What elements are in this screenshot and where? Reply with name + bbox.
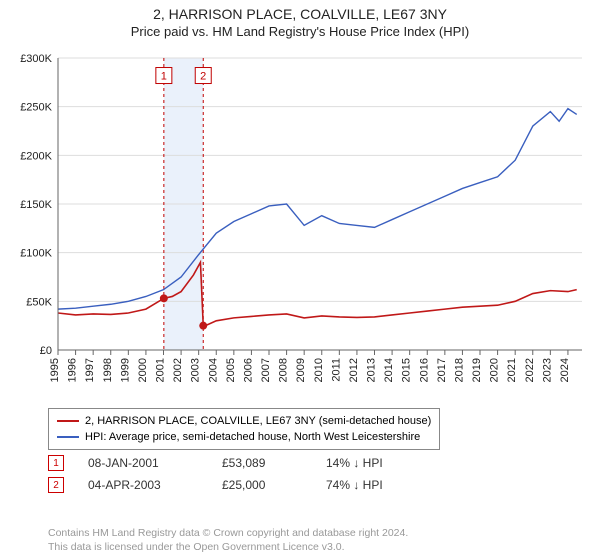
footer-attribution: Contains HM Land Registry data © Crown c… [48, 526, 408, 554]
svg-text:2: 2 [200, 71, 206, 83]
svg-text:2016: 2016 [418, 358, 430, 382]
svg-text:1995: 1995 [49, 358, 61, 382]
svg-text:2004: 2004 [207, 358, 219, 382]
svg-text:2007: 2007 [260, 358, 272, 382]
svg-text:2001: 2001 [155, 358, 167, 382]
svg-text:2000: 2000 [137, 358, 149, 382]
footer-line1: Contains HM Land Registry data © Crown c… [48, 526, 408, 540]
legend-swatch-hpi [57, 436, 79, 438]
sale-row-1: 1 08-JAN-2001 £53,089 14% ↓ HPI [48, 452, 436, 474]
svg-text:2011: 2011 [330, 358, 342, 382]
svg-text:2010: 2010 [313, 358, 325, 382]
svg-text:£250K: £250K [20, 102, 52, 114]
chart-title-block: 2, HARRISON PLACE, COALVILLE, LE67 3NY P… [0, 0, 600, 39]
sale-pct-1: 14% ↓ HPI [326, 456, 436, 470]
chart-title-line1: 2, HARRISON PLACE, COALVILLE, LE67 3NY [0, 6, 600, 22]
svg-text:2008: 2008 [278, 358, 290, 382]
svg-text:£100K: £100K [20, 248, 52, 260]
legend-label-hpi: HPI: Average price, semi-detached house,… [85, 429, 420, 445]
chart-legend: 2, HARRISON PLACE, COALVILLE, LE67 3NY (… [48, 408, 440, 450]
svg-text:1: 1 [161, 71, 167, 83]
sales-table: 1 08-JAN-2001 £53,089 14% ↓ HPI 2 04-APR… [48, 452, 436, 496]
svg-text:2017: 2017 [436, 358, 448, 382]
svg-text:2012: 2012 [348, 358, 360, 382]
sale-marker-2: 2 [48, 477, 64, 493]
svg-text:2003: 2003 [190, 358, 202, 382]
sale-marker-1: 1 [48, 455, 64, 471]
svg-text:1999: 1999 [119, 358, 131, 382]
footer-line2: This data is licensed under the Open Gov… [48, 540, 408, 554]
legend-swatch-subject [57, 420, 79, 422]
sale-price-2: £25,000 [222, 478, 302, 492]
svg-text:£0: £0 [40, 345, 52, 357]
sale-price-1: £53,089 [222, 456, 302, 470]
svg-text:£200K: £200K [20, 150, 52, 162]
line-chart-svg: £0 £50K £100K £150K £200K £250K £300K 1995 1996 1… [10, 50, 590, 400]
sale-row-2: 2 04-APR-2003 £25,000 74% ↓ HPI [48, 474, 436, 496]
svg-text:2023: 2023 [541, 358, 553, 382]
svg-text:2018: 2018 [453, 358, 465, 382]
svg-text:1998: 1998 [102, 358, 114, 382]
chart-area: £0 £50K £100K £150K £200K £250K £300K 1995 1996 1… [10, 50, 590, 400]
svg-text:2002: 2002 [172, 358, 184, 382]
svg-text:2013: 2013 [366, 358, 378, 382]
sale-pct-2: 74% ↓ HPI [326, 478, 436, 492]
legend-label-subject: 2, HARRISON PLACE, COALVILLE, LE67 3NY (… [85, 413, 431, 429]
svg-text:2006: 2006 [242, 358, 254, 382]
svg-text:2021: 2021 [506, 358, 518, 382]
svg-text:£150K: £150K [20, 199, 52, 211]
svg-text:£300K: £300K [20, 53, 52, 65]
svg-text:2019: 2019 [471, 358, 483, 382]
sale-date-1: 08-JAN-2001 [88, 456, 198, 470]
svg-text:1996: 1996 [67, 358, 79, 382]
sale-date-2: 04-APR-2003 [88, 478, 198, 492]
chart-title-line2: Price paid vs. HM Land Registry's House … [0, 24, 600, 39]
svg-text:2014: 2014 [383, 358, 395, 382]
svg-text:2024: 2024 [559, 358, 571, 382]
legend-item-subject: 2, HARRISON PLACE, COALVILLE, LE67 3NY (… [57, 413, 431, 429]
svg-text:£50K: £50K [26, 296, 52, 308]
svg-text:1997: 1997 [84, 358, 96, 382]
svg-text:2020: 2020 [489, 358, 501, 382]
svg-text:2015: 2015 [401, 358, 413, 382]
svg-text:2009: 2009 [295, 358, 307, 382]
legend-item-hpi: HPI: Average price, semi-detached house,… [57, 429, 431, 445]
svg-text:2005: 2005 [225, 358, 237, 382]
svg-text:2022: 2022 [524, 358, 536, 382]
